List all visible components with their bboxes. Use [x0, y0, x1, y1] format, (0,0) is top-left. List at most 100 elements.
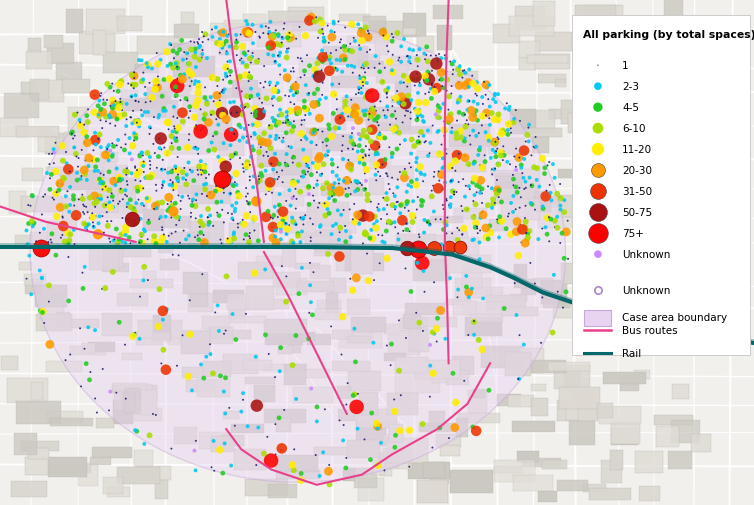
Point — [241, 93, 253, 101]
Point — [467, 80, 480, 88]
Point — [90, 141, 102, 149]
Point — [432, 185, 444, 193]
Point — [221, 119, 233, 127]
Point — [329, 29, 341, 37]
Bar — [474, 390, 485, 398]
Point — [250, 461, 262, 469]
Bar — [137, 37, 179, 55]
Point — [337, 402, 349, 410]
Point — [245, 93, 257, 101]
Point — [88, 200, 100, 208]
Point — [247, 22, 259, 30]
Point — [216, 88, 228, 96]
Point — [81, 133, 93, 141]
Point — [476, 185, 488, 193]
Point — [492, 134, 504, 142]
Point — [333, 236, 345, 244]
Point — [213, 90, 225, 98]
Point — [235, 88, 247, 96]
Point — [225, 239, 238, 247]
Point — [292, 55, 304, 63]
Point — [418, 139, 431, 147]
Point — [69, 196, 81, 205]
Point — [90, 230, 103, 238]
Bar — [273, 151, 312, 176]
Point — [274, 49, 286, 58]
Point — [145, 98, 157, 106]
Point — [293, 162, 305, 170]
Point — [308, 129, 320, 137]
Bar — [665, 163, 710, 178]
Point — [283, 93, 295, 101]
Bar — [611, 422, 640, 444]
Point — [473, 130, 485, 138]
Point — [410, 309, 422, 317]
Point — [207, 133, 219, 141]
Point — [371, 140, 383, 148]
Point — [119, 228, 131, 236]
Point — [555, 195, 567, 203]
Point — [270, 135, 282, 143]
Bar — [465, 318, 502, 336]
Point — [421, 58, 434, 66]
Point — [489, 199, 501, 208]
Point — [290, 195, 302, 204]
Point — [364, 106, 376, 114]
Bar — [541, 280, 567, 305]
Bar — [547, 362, 590, 371]
Bar — [47, 44, 74, 65]
Point — [25, 291, 37, 299]
Point — [293, 109, 305, 117]
Point — [483, 134, 495, 142]
Point — [155, 166, 167, 174]
Point — [89, 91, 101, 99]
Bar — [178, 186, 212, 194]
Point — [443, 107, 455, 115]
Point — [232, 75, 244, 83]
Bar — [113, 400, 133, 425]
Point — [230, 199, 242, 208]
Bar — [387, 393, 418, 415]
Point — [490, 141, 502, 149]
Point — [480, 81, 492, 89]
Point — [84, 214, 96, 222]
Point — [94, 196, 106, 204]
Point — [458, 69, 470, 77]
Point — [221, 120, 233, 128]
Point — [436, 76, 448, 84]
Bar — [510, 294, 526, 301]
Point — [314, 472, 326, 480]
Point — [178, 227, 190, 235]
Point — [266, 41, 278, 49]
Point — [473, 336, 485, 344]
Point — [461, 117, 473, 125]
Point — [274, 71, 287, 79]
Point — [128, 75, 140, 83]
Point — [60, 160, 72, 168]
Point — [345, 275, 357, 283]
Point — [432, 114, 444, 122]
Point — [60, 357, 72, 365]
Point — [349, 218, 361, 226]
Point — [461, 283, 473, 291]
Bar — [622, 214, 666, 231]
Point — [477, 208, 489, 216]
Point — [460, 182, 472, 190]
Point — [311, 99, 323, 107]
Bar — [136, 384, 152, 395]
Point — [142, 196, 154, 204]
Point — [349, 38, 361, 46]
Bar — [614, 256, 626, 276]
Point — [217, 183, 229, 191]
Point — [95, 90, 107, 98]
Point — [392, 57, 404, 65]
Point — [276, 39, 288, 47]
Point — [435, 55, 447, 63]
Point — [136, 149, 148, 157]
Point — [437, 155, 449, 163]
Point — [467, 236, 480, 244]
Bar — [352, 332, 372, 343]
Point — [152, 114, 164, 122]
Point — [326, 169, 339, 177]
Point — [124, 240, 136, 248]
